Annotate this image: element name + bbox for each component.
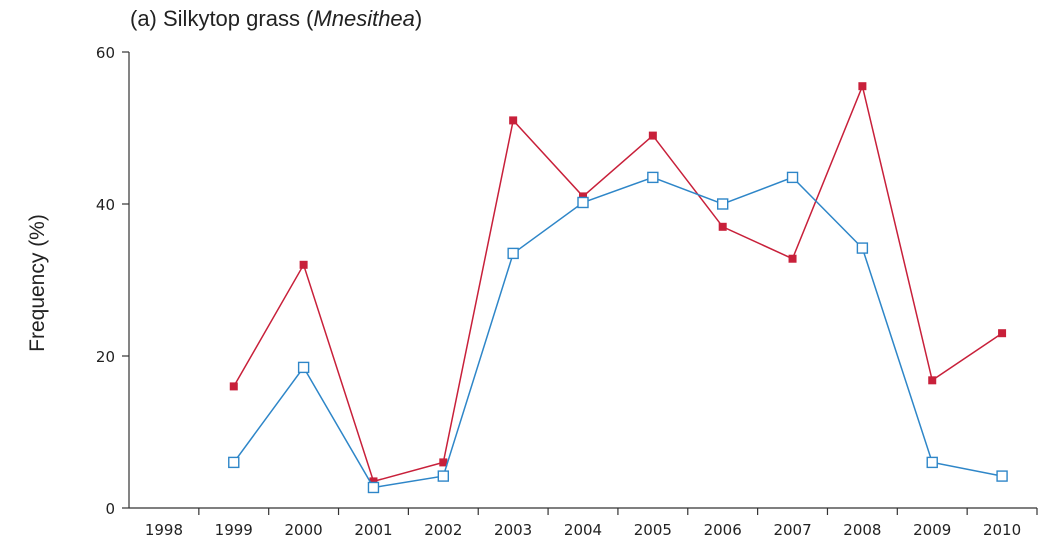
x-tick-label: 2010 bbox=[983, 521, 1021, 539]
x-tick-label: 2006 bbox=[704, 521, 742, 539]
data-point bbox=[579, 192, 587, 201]
series-layer bbox=[228, 82, 1008, 494]
data-point bbox=[299, 260, 308, 269]
x-tick-label: 2007 bbox=[773, 521, 811, 539]
series-line bbox=[233, 83, 1003, 483]
x-tick-label: 2003 bbox=[494, 521, 532, 539]
y-axis-label: Frequency (%) bbox=[26, 214, 49, 352]
data-point bbox=[856, 242, 869, 254]
data-point bbox=[788, 254, 797, 263]
series-line bbox=[233, 176, 1003, 489]
data-point bbox=[928, 376, 937, 385]
y-tick-label: 0 bbox=[105, 500, 115, 518]
x-tick-label: 2002 bbox=[424, 521, 462, 539]
data-point bbox=[297, 361, 310, 374]
y-tick-label: 20 bbox=[96, 348, 115, 366]
chart-title-genus: Mnesithea bbox=[313, 6, 415, 31]
chart-title-suffix: ) bbox=[414, 6, 423, 31]
data-point bbox=[369, 477, 378, 486]
x-tick-label: 2008 bbox=[843, 521, 881, 539]
data-point bbox=[509, 116, 518, 125]
x-tick-label: 1998 bbox=[145, 521, 183, 539]
data-point bbox=[647, 171, 659, 184]
x-tick-label: 1999 bbox=[215, 521, 253, 539]
data-point bbox=[228, 456, 240, 469]
x-tick-label: 2001 bbox=[354, 521, 392, 539]
x-tick-label: 2004 bbox=[564, 521, 602, 539]
data-point bbox=[577, 196, 589, 209]
data-point bbox=[718, 222, 727, 231]
data-point bbox=[716, 198, 729, 210]
data-point bbox=[229, 382, 238, 391]
data-point bbox=[996, 470, 1008, 482]
y-axis-ticks: 0 20 40 60 bbox=[96, 44, 129, 518]
data-point bbox=[998, 329, 1007, 338]
data-point bbox=[786, 171, 799, 184]
x-tick-label: 2005 bbox=[634, 521, 672, 539]
data-point bbox=[926, 456, 938, 469]
data-point bbox=[858, 82, 867, 91]
x-axis-ticks: 1998 1999 2000 2001 2002 2003 2004 2005 2006 2007… bbox=[145, 508, 1038, 539]
data-point bbox=[507, 247, 519, 260]
x-tick-label: 2000 bbox=[285, 521, 323, 539]
data-point bbox=[648, 131, 657, 140]
data-point bbox=[439, 458, 448, 467]
data-point bbox=[367, 481, 380, 494]
series-1 bbox=[229, 82, 1007, 486]
y-tick-label: 60 bbox=[96, 44, 115, 62]
x-tick-label: 2009 bbox=[913, 521, 951, 539]
y-tick-label: 40 bbox=[96, 196, 115, 214]
data-point bbox=[437, 470, 450, 482]
chart-title: (a) Silkytop grass (Mnesithea) bbox=[130, 6, 422, 32]
series-2 bbox=[228, 171, 1008, 494]
chart-title-prefix: (a) Silkytop grass ( bbox=[130, 6, 314, 31]
